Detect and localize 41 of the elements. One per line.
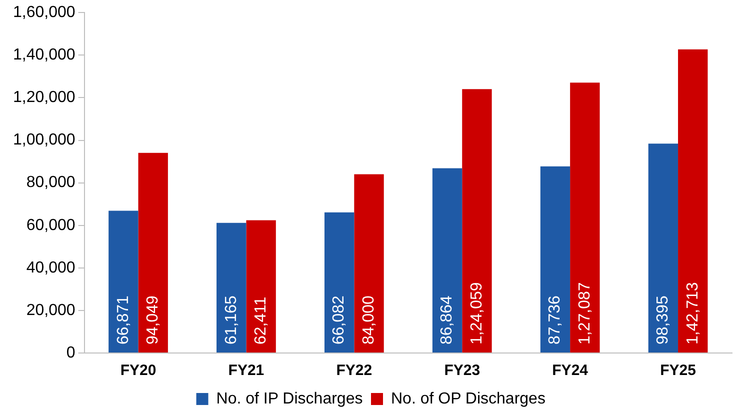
data-label: 1,42,713 [684, 282, 702, 344]
y-tick-label: 40,000 [26, 259, 76, 276]
data-label: 84,000 [360, 295, 378, 344]
y-tick-label: 20,000 [26, 302, 76, 319]
y-tick-label: 0 [66, 344, 76, 362]
y-tick-label: 80,000 [26, 174, 76, 192]
x-tick-label: FY25 [660, 362, 696, 380]
y-tick-label: 1,40,000 [13, 46, 76, 64]
data-label: 61,165 [222, 295, 240, 344]
bar [540, 166, 570, 352]
bar [354, 174, 384, 352]
x-tick-label: FY22 [336, 362, 372, 380]
x-tick-label: FY21 [228, 362, 264, 380]
data-label: 87,736 [546, 295, 564, 344]
bar [108, 210, 138, 352]
data-label: 62,411 [252, 296, 270, 344]
y-tick-label: 1,00,000 [13, 132, 76, 149]
data-label: 1,24,059 [468, 282, 486, 344]
bar [324, 212, 354, 352]
bar [432, 168, 462, 352]
x-tick-label: FY20 [120, 362, 156, 380]
bar [570, 82, 600, 352]
legend-label: No. of IP Discharges [216, 390, 363, 408]
data-label: 66,871 [114, 295, 132, 344]
data-label: 86,864 [438, 295, 456, 344]
x-tick-label: FY23 [444, 362, 480, 380]
data-label: 98,395 [654, 295, 672, 344]
y-tick-label: 1,20,000 [13, 89, 76, 106]
bar [462, 89, 492, 352]
data-label: 66,082 [330, 295, 348, 344]
bar [138, 152, 168, 352]
legend-label: No. of OP Discharges [391, 390, 546, 408]
bar [246, 220, 276, 352]
data-label: 94,049 [144, 295, 162, 344]
y-tick-label: 60,000 [26, 216, 76, 234]
data-label: 1,27,087 [576, 282, 594, 344]
bar [216, 222, 246, 352]
y-tick-label: 1,60,000 [13, 4, 76, 22]
bar [678, 49, 708, 352]
bar [648, 144, 678, 352]
x-tick-label: FY24 [552, 362, 589, 380]
